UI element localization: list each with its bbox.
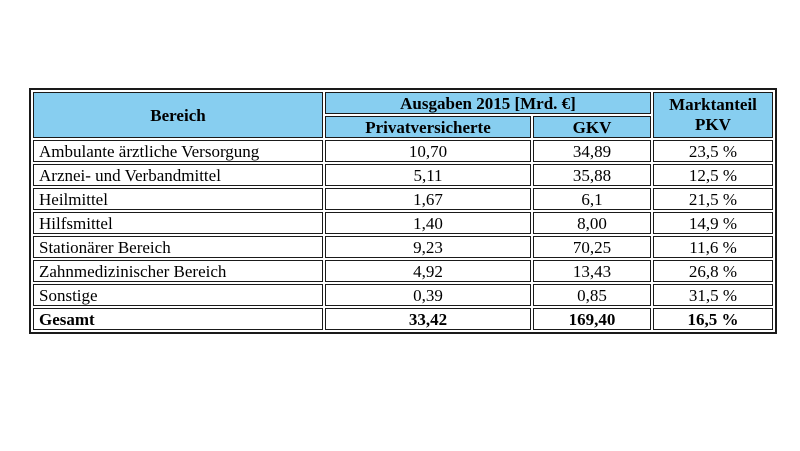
total-bereich-cell: Gesamt (33, 308, 323, 330)
header-row-subcolumns: Privatversicherte GKV (33, 116, 773, 138)
privat-cell: 5,11 (325, 164, 531, 186)
header-bereich: Bereich (33, 92, 323, 138)
bereich-cell: Zahnmedizinischer Bereich (33, 260, 323, 282)
bereich-cell: Stationärer Bereich (33, 236, 323, 258)
total-gkv-cell: 169,40 (533, 308, 651, 330)
bereich-cell: Arznei- und Verbandmittel (33, 164, 323, 186)
table-row: Stationärer Bereich 9,23 70,25 11,6 % (33, 236, 773, 258)
gkv-cell: 8,00 (533, 212, 651, 234)
header-gkv: GKV (533, 116, 651, 138)
privat-cell: 4,92 (325, 260, 531, 282)
bereich-cell: Hilfsmittel (33, 212, 323, 234)
table-row: Zahnmedizinischer Bereich 4,92 13,43 26,… (33, 260, 773, 282)
bereich-cell: Sonstige (33, 284, 323, 306)
header-row-group: Bereich Ausgaben 2015 [Mrd. €] Marktante… (33, 92, 773, 138)
total-row: Gesamt 33,42 169,40 16,5 % (33, 308, 773, 330)
privat-cell: 1,40 (325, 212, 531, 234)
gkv-cell: 34,89 (533, 140, 651, 162)
header-marktanteil-pkv: Marktanteil PKV (653, 92, 773, 138)
gkv-cell: 0,85 (533, 284, 651, 306)
marktanteil-cell: 14,9 % (653, 212, 773, 234)
header-privatversicherte: Privatversicherte (325, 116, 531, 138)
header-ausgaben-group: Ausgaben 2015 [Mrd. €] (325, 92, 651, 114)
bereich-cell: Heilmittel (33, 188, 323, 210)
table-row: Arznei- und Verbandmittel 5,11 35,88 12,… (33, 164, 773, 186)
marktanteil-cell: 12,5 % (653, 164, 773, 186)
table-row: Heilmittel 1,67 6,1 21,5 % (33, 188, 773, 210)
marktanteil-cell: 31,5 % (653, 284, 773, 306)
privat-cell: 0,39 (325, 284, 531, 306)
table-header: Bereich Ausgaben 2015 [Mrd. €] Marktante… (33, 92, 773, 138)
header-marktanteil-line1: Marktanteil (669, 95, 757, 114)
gkv-cell: 6,1 (533, 188, 651, 210)
marktanteil-cell: 23,5 % (653, 140, 773, 162)
table-row: Sonstige 0,39 0,85 31,5 % (33, 284, 773, 306)
expenditure-table-container: Bereich Ausgaben 2015 [Mrd. €] Marktante… (29, 88, 777, 334)
privat-cell: 1,67 (325, 188, 531, 210)
privat-cell: 9,23 (325, 236, 531, 258)
privat-cell: 10,70 (325, 140, 531, 162)
table-row: Ambulante ärztliche Versorgung 10,70 34,… (33, 140, 773, 162)
expenditure-table: Bereich Ausgaben 2015 [Mrd. €] Marktante… (29, 88, 777, 334)
gkv-cell: 70,25 (533, 236, 651, 258)
marktanteil-cell: 11,6 % (653, 236, 773, 258)
total-marktanteil-cell: 16,5 % (653, 308, 773, 330)
gkv-cell: 13,43 (533, 260, 651, 282)
marktanteil-cell: 21,5 % (653, 188, 773, 210)
marktanteil-cell: 26,8 % (653, 260, 773, 282)
bereich-cell: Ambulante ärztliche Versorgung (33, 140, 323, 162)
gkv-cell: 35,88 (533, 164, 651, 186)
table-body: Ambulante ärztliche Versorgung 10,70 34,… (33, 140, 773, 330)
table-row: Hilfsmittel 1,40 8,00 14,9 % (33, 212, 773, 234)
total-privat-cell: 33,42 (325, 308, 531, 330)
header-marktanteil-line2: PKV (695, 115, 731, 134)
